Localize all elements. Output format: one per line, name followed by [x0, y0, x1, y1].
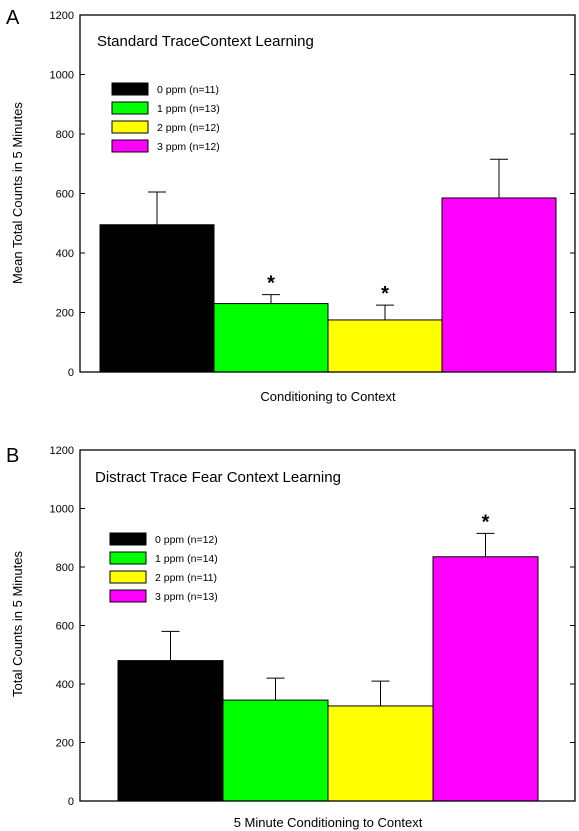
panel-b-ylabel: Total Counts in 5 Minutes: [10, 551, 25, 697]
y-tick-label: 200: [56, 738, 74, 750]
bar-0: [99, 224, 215, 373]
y-tick-label: 0: [68, 367, 74, 379]
legend-label: 2 ppm (n=11): [155, 572, 217, 584]
legend-label: 3 ppm (n=12): [157, 141, 220, 153]
legend-label: 1 ppm (n=14): [155, 553, 218, 565]
panel-b-title: Distract Trace Fear Context Learning: [95, 469, 341, 486]
y-tick-label: 1200: [50, 10, 74, 22]
significance-star: *: [381, 283, 389, 305]
y-tick-label: 0: [68, 796, 74, 808]
legend-label: 0 ppm (n=11): [157, 84, 219, 96]
bar-3: [441, 197, 557, 373]
panel-b: B Distract Trace Fear Context Learning 5…: [6, 445, 576, 830]
legend-swatch: [109, 589, 147, 603]
y-tick-label: 800: [56, 129, 74, 141]
legend-swatch: [111, 120, 149, 134]
bar-3: [432, 556, 539, 802]
panel-a-legend: 0 ppm (n=11) 1 ppm (n=13) 2 ppm (n=12) 3 pp…: [111, 82, 220, 153]
panel-b-legend: 0 ppm (n=12) 1 ppm (n=14) 2 ppm (n=11) 3 pp…: [109, 532, 218, 603]
panel-b-y-ticks: 0 200 400 600 800 1000 1200: [50, 445, 575, 808]
legend-label: 3 ppm (n=13): [155, 591, 218, 603]
legend-swatch: [109, 570, 147, 584]
panel-a: A Standard TraceContext Learning Conditi…: [6, 7, 576, 404]
bar-2: [327, 705, 434, 802]
panel-b-letter: B: [6, 445, 19, 467]
bar-1: [213, 303, 329, 373]
y-tick-label: 1000: [50, 70, 74, 82]
bar-1: [222, 699, 329, 802]
panel-b-plot-frame: [79, 449, 576, 802]
y-tick-label: 200: [56, 308, 74, 320]
legend-swatch: [109, 551, 147, 565]
panel-a-xlabel: Conditioning to Context: [260, 389, 396, 404]
significance-star: *: [482, 511, 490, 533]
legend-swatch: [111, 101, 149, 115]
legend-label: 2 ppm (n=12): [157, 122, 220, 134]
legend-swatch: [111, 139, 149, 153]
significance-star: *: [267, 273, 275, 295]
bar-2: [327, 319, 443, 373]
panel-a-title: Standard TraceContext Learning: [97, 33, 314, 50]
legend-label: 1 ppm (n=13): [157, 103, 220, 115]
panel-a-plot-frame: [79, 14, 576, 373]
bar-0: [117, 660, 224, 802]
legend-swatch: [111, 82, 149, 96]
y-tick-label: 600: [56, 621, 74, 633]
y-tick-label: 1000: [50, 504, 74, 516]
y-tick-label: 400: [56, 248, 74, 260]
y-tick-label: 600: [56, 189, 74, 201]
panel-a-bars: * *: [99, 158, 557, 373]
panel-a-ylabel: Mean Total Counts in 5 Minutes: [10, 102, 25, 284]
y-tick-label: 1200: [50, 445, 74, 457]
y-tick-label: 800: [56, 562, 74, 574]
panel-a-y-ticks: 0 200 400 600 800 1000 1200: [50, 10, 575, 379]
panel-b-bars: *: [117, 511, 539, 802]
panel-b-xlabel: 5 Minute Conditioning to Context: [234, 815, 423, 830]
y-tick-label: 400: [56, 679, 74, 691]
legend-label: 0 ppm (n=12): [155, 534, 218, 546]
legend-swatch: [109, 532, 147, 546]
panel-a-letter: A: [6, 7, 20, 29]
